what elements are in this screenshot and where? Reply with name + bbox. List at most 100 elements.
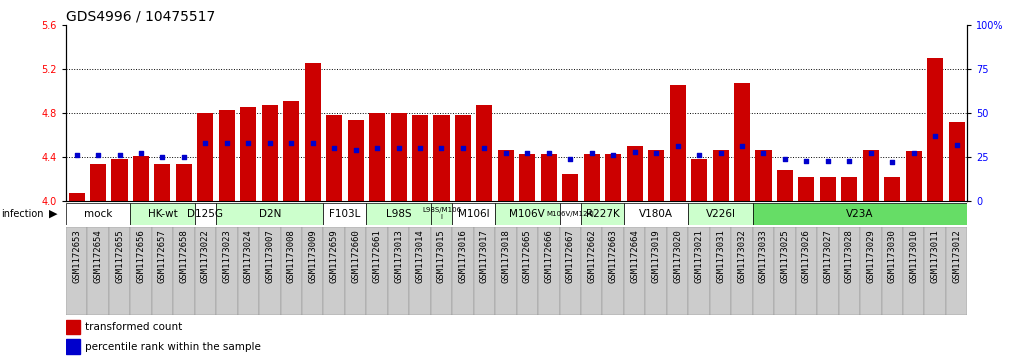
Bar [927, 58, 943, 201]
Bar [538, 227, 559, 315]
Bar [284, 101, 299, 201]
Bar [369, 113, 385, 201]
Point [906, 151, 922, 156]
Bar [495, 227, 517, 315]
Text: GSM1173033: GSM1173033 [759, 229, 768, 283]
Point [284, 140, 300, 146]
Text: V226I: V226I [706, 209, 735, 219]
Bar [367, 227, 388, 315]
Bar [795, 227, 817, 315]
Point [884, 159, 901, 165]
Point [347, 147, 364, 153]
Bar [66, 319, 80, 334]
Text: L98S/M106
I: L98S/M106 I [422, 207, 461, 220]
Bar [624, 203, 689, 225]
Bar [581, 203, 624, 225]
Point [476, 145, 492, 151]
Text: GSM1173009: GSM1173009 [308, 229, 317, 283]
Text: GSM1173020: GSM1173020 [673, 229, 682, 283]
Bar [839, 227, 860, 315]
Point [691, 152, 707, 158]
Text: M106V/M124I: M106V/M124I [546, 211, 595, 217]
Bar [731, 227, 753, 315]
Point [583, 151, 600, 156]
Text: GSM1172655: GSM1172655 [115, 229, 124, 283]
Bar [131, 203, 194, 225]
Bar [131, 227, 152, 315]
Point [562, 156, 578, 162]
Point [176, 154, 192, 160]
Bar [753, 203, 967, 225]
Bar [517, 227, 538, 315]
Bar [689, 227, 710, 315]
Bar [541, 154, 557, 201]
Bar [431, 203, 452, 225]
Bar [495, 203, 559, 225]
Bar [219, 110, 235, 201]
Bar [216, 227, 238, 315]
Bar [820, 177, 836, 201]
Point [712, 151, 728, 156]
Bar [624, 227, 645, 315]
Bar [326, 115, 342, 201]
Text: GSM1173013: GSM1173013 [394, 229, 403, 283]
Text: L98S: L98S [386, 209, 411, 219]
Bar [388, 227, 409, 315]
Bar [154, 164, 170, 201]
Text: GDS4996 / 10475517: GDS4996 / 10475517 [66, 10, 215, 24]
Text: GSM1173024: GSM1173024 [244, 229, 253, 283]
Text: GSM1173026: GSM1173026 [802, 229, 811, 283]
Bar [798, 177, 814, 201]
Text: GSM1172663: GSM1172663 [609, 229, 618, 283]
Text: GSM1173032: GSM1173032 [737, 229, 747, 283]
Text: GSM1173029: GSM1173029 [866, 229, 875, 283]
Bar [670, 86, 686, 201]
Point [154, 154, 170, 160]
Point [390, 145, 406, 151]
Point [948, 142, 964, 148]
Bar [194, 227, 216, 315]
Text: GSM1173021: GSM1173021 [695, 229, 704, 283]
Bar [66, 227, 87, 315]
Text: percentile rank within the sample: percentile rank within the sample [85, 342, 260, 352]
Point [520, 151, 536, 156]
Point [927, 133, 943, 139]
Bar [452, 203, 495, 225]
Bar [305, 64, 321, 201]
Bar [689, 203, 753, 225]
Text: infection: infection [1, 209, 44, 219]
Bar [66, 339, 80, 354]
Text: GSM1173028: GSM1173028 [845, 229, 854, 283]
Bar [111, 159, 128, 201]
Bar [344, 227, 367, 315]
Bar [906, 151, 922, 201]
Point [111, 152, 128, 158]
Bar [431, 227, 452, 315]
Text: GSM1173007: GSM1173007 [265, 229, 275, 283]
Bar [645, 227, 667, 315]
Point [198, 140, 214, 146]
Bar [903, 227, 925, 315]
Text: GSM1172662: GSM1172662 [588, 229, 597, 283]
Bar [412, 115, 428, 201]
Point [261, 140, 278, 146]
Bar [133, 156, 149, 201]
Bar [302, 227, 323, 315]
Text: mock: mock [84, 209, 112, 219]
Bar [863, 150, 879, 201]
Bar [605, 154, 621, 201]
Text: GSM1172654: GSM1172654 [93, 229, 102, 283]
Point [734, 143, 751, 149]
Bar [87, 227, 108, 315]
Bar [281, 227, 302, 315]
Bar [559, 203, 581, 225]
Bar [108, 227, 131, 315]
Text: R227K: R227K [586, 209, 619, 219]
Text: GSM1173015: GSM1173015 [437, 229, 446, 283]
Text: GSM1172660: GSM1172660 [352, 229, 361, 283]
Bar [347, 119, 364, 201]
Point [841, 158, 857, 163]
Bar [817, 227, 839, 315]
Text: GSM1172659: GSM1172659 [329, 229, 338, 283]
Bar [476, 105, 492, 201]
